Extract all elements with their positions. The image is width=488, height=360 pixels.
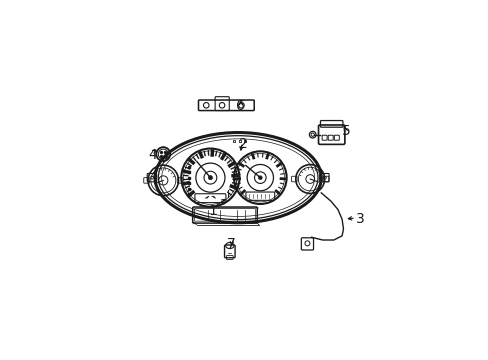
Text: 2: 2 [239, 138, 247, 151]
Text: 1: 1 [208, 204, 217, 218]
Text: 7: 7 [226, 237, 235, 251]
Text: 6: 6 [236, 99, 245, 113]
Text: 4: 4 [147, 148, 156, 162]
Circle shape [208, 176, 212, 180]
Text: 3: 3 [355, 212, 364, 226]
Circle shape [258, 176, 262, 180]
Text: 5: 5 [341, 123, 350, 138]
